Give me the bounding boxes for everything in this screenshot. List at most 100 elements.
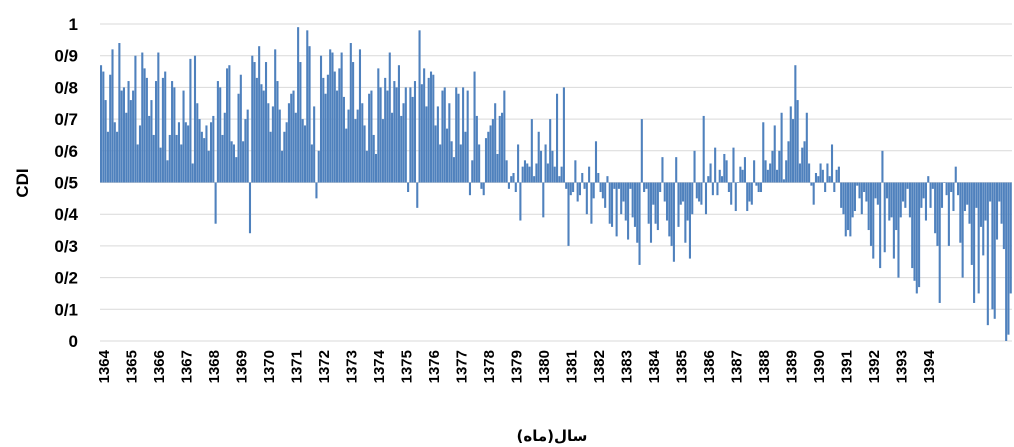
bar [203,138,206,183]
x-tick-label: 1369 [233,350,250,383]
bar [450,141,453,183]
bar [769,163,772,183]
bar [452,157,455,183]
bar [132,90,135,183]
bar [510,176,513,183]
bar [759,182,763,193]
bar [739,166,742,183]
bar [338,68,341,183]
bar [487,131,490,183]
bar [927,176,930,183]
bar [695,182,698,199]
bar [615,182,618,237]
bar [869,182,873,246]
bar [732,147,735,183]
bar [837,166,840,183]
bar [961,182,964,278]
bar [489,125,492,183]
bar [427,77,430,183]
bar [212,115,215,183]
bar [654,182,657,224]
x-tick-label: 1368 [206,350,223,383]
bar [258,46,261,183]
bar [409,87,412,183]
bar [402,103,405,183]
bar [161,77,164,183]
bar [342,96,345,183]
bar [610,182,614,227]
y-tick-label: 0/4 [54,205,78,224]
bar [354,119,357,183]
y-tick-label: 0/2 [54,269,78,288]
bar [643,182,646,193]
bar [471,160,474,183]
bar [814,172,818,183]
x-tick-label: 1379 [508,350,525,383]
bar [232,144,235,183]
bar [608,182,611,224]
bar [746,182,749,212]
bar [177,122,180,183]
bar [863,182,866,193]
bar [656,182,659,231]
bar [787,141,790,183]
bar [991,182,994,310]
bar [826,163,829,183]
bar [326,74,329,183]
bar [436,106,439,183]
bar [766,169,769,183]
bar [299,62,302,183]
bar [810,182,813,186]
y-axis-ticks: 0 0/1 0/2 0/3 0/4 0/5 0/6 0/7 0/8 0/9 1 [54,15,78,351]
bar [416,182,419,208]
bar [844,182,847,237]
bar [968,182,971,224]
bar [851,182,854,218]
bar [443,87,446,183]
bar [537,131,540,183]
bar [585,182,588,215]
bar [466,90,469,183]
bar [148,115,151,183]
bar [290,93,293,183]
bar [805,112,808,183]
bar [519,182,522,221]
bar [590,182,593,224]
bar [274,49,277,183]
x-tick-label: 1382 [591,350,608,383]
bar [425,106,428,183]
bar [821,169,824,183]
bar [856,182,859,186]
bar [136,144,139,183]
bar [915,182,918,294]
bar [604,182,607,208]
bar [865,182,868,202]
bar [943,182,946,183]
bar [198,119,201,183]
x-tick-label: 1377 [453,350,470,383]
bar [175,134,178,183]
x-tick-label: 1371 [288,350,305,383]
bar [959,182,962,243]
bar [100,65,103,183]
bar [931,182,934,189]
bar [913,182,916,281]
bar [379,87,382,183]
x-tick-label: 1389 [783,350,800,383]
bar [675,157,678,183]
bar [411,96,414,183]
bar [129,100,132,183]
bar [526,163,529,183]
bar [704,182,708,215]
bar [418,30,421,183]
bar [214,182,217,224]
y-tick-label: 0/3 [54,237,78,256]
bar [413,81,417,183]
bar [324,93,327,183]
bar [858,182,861,199]
bar [801,147,804,183]
bar [693,150,696,183]
bar [911,182,914,269]
bar [647,182,650,224]
